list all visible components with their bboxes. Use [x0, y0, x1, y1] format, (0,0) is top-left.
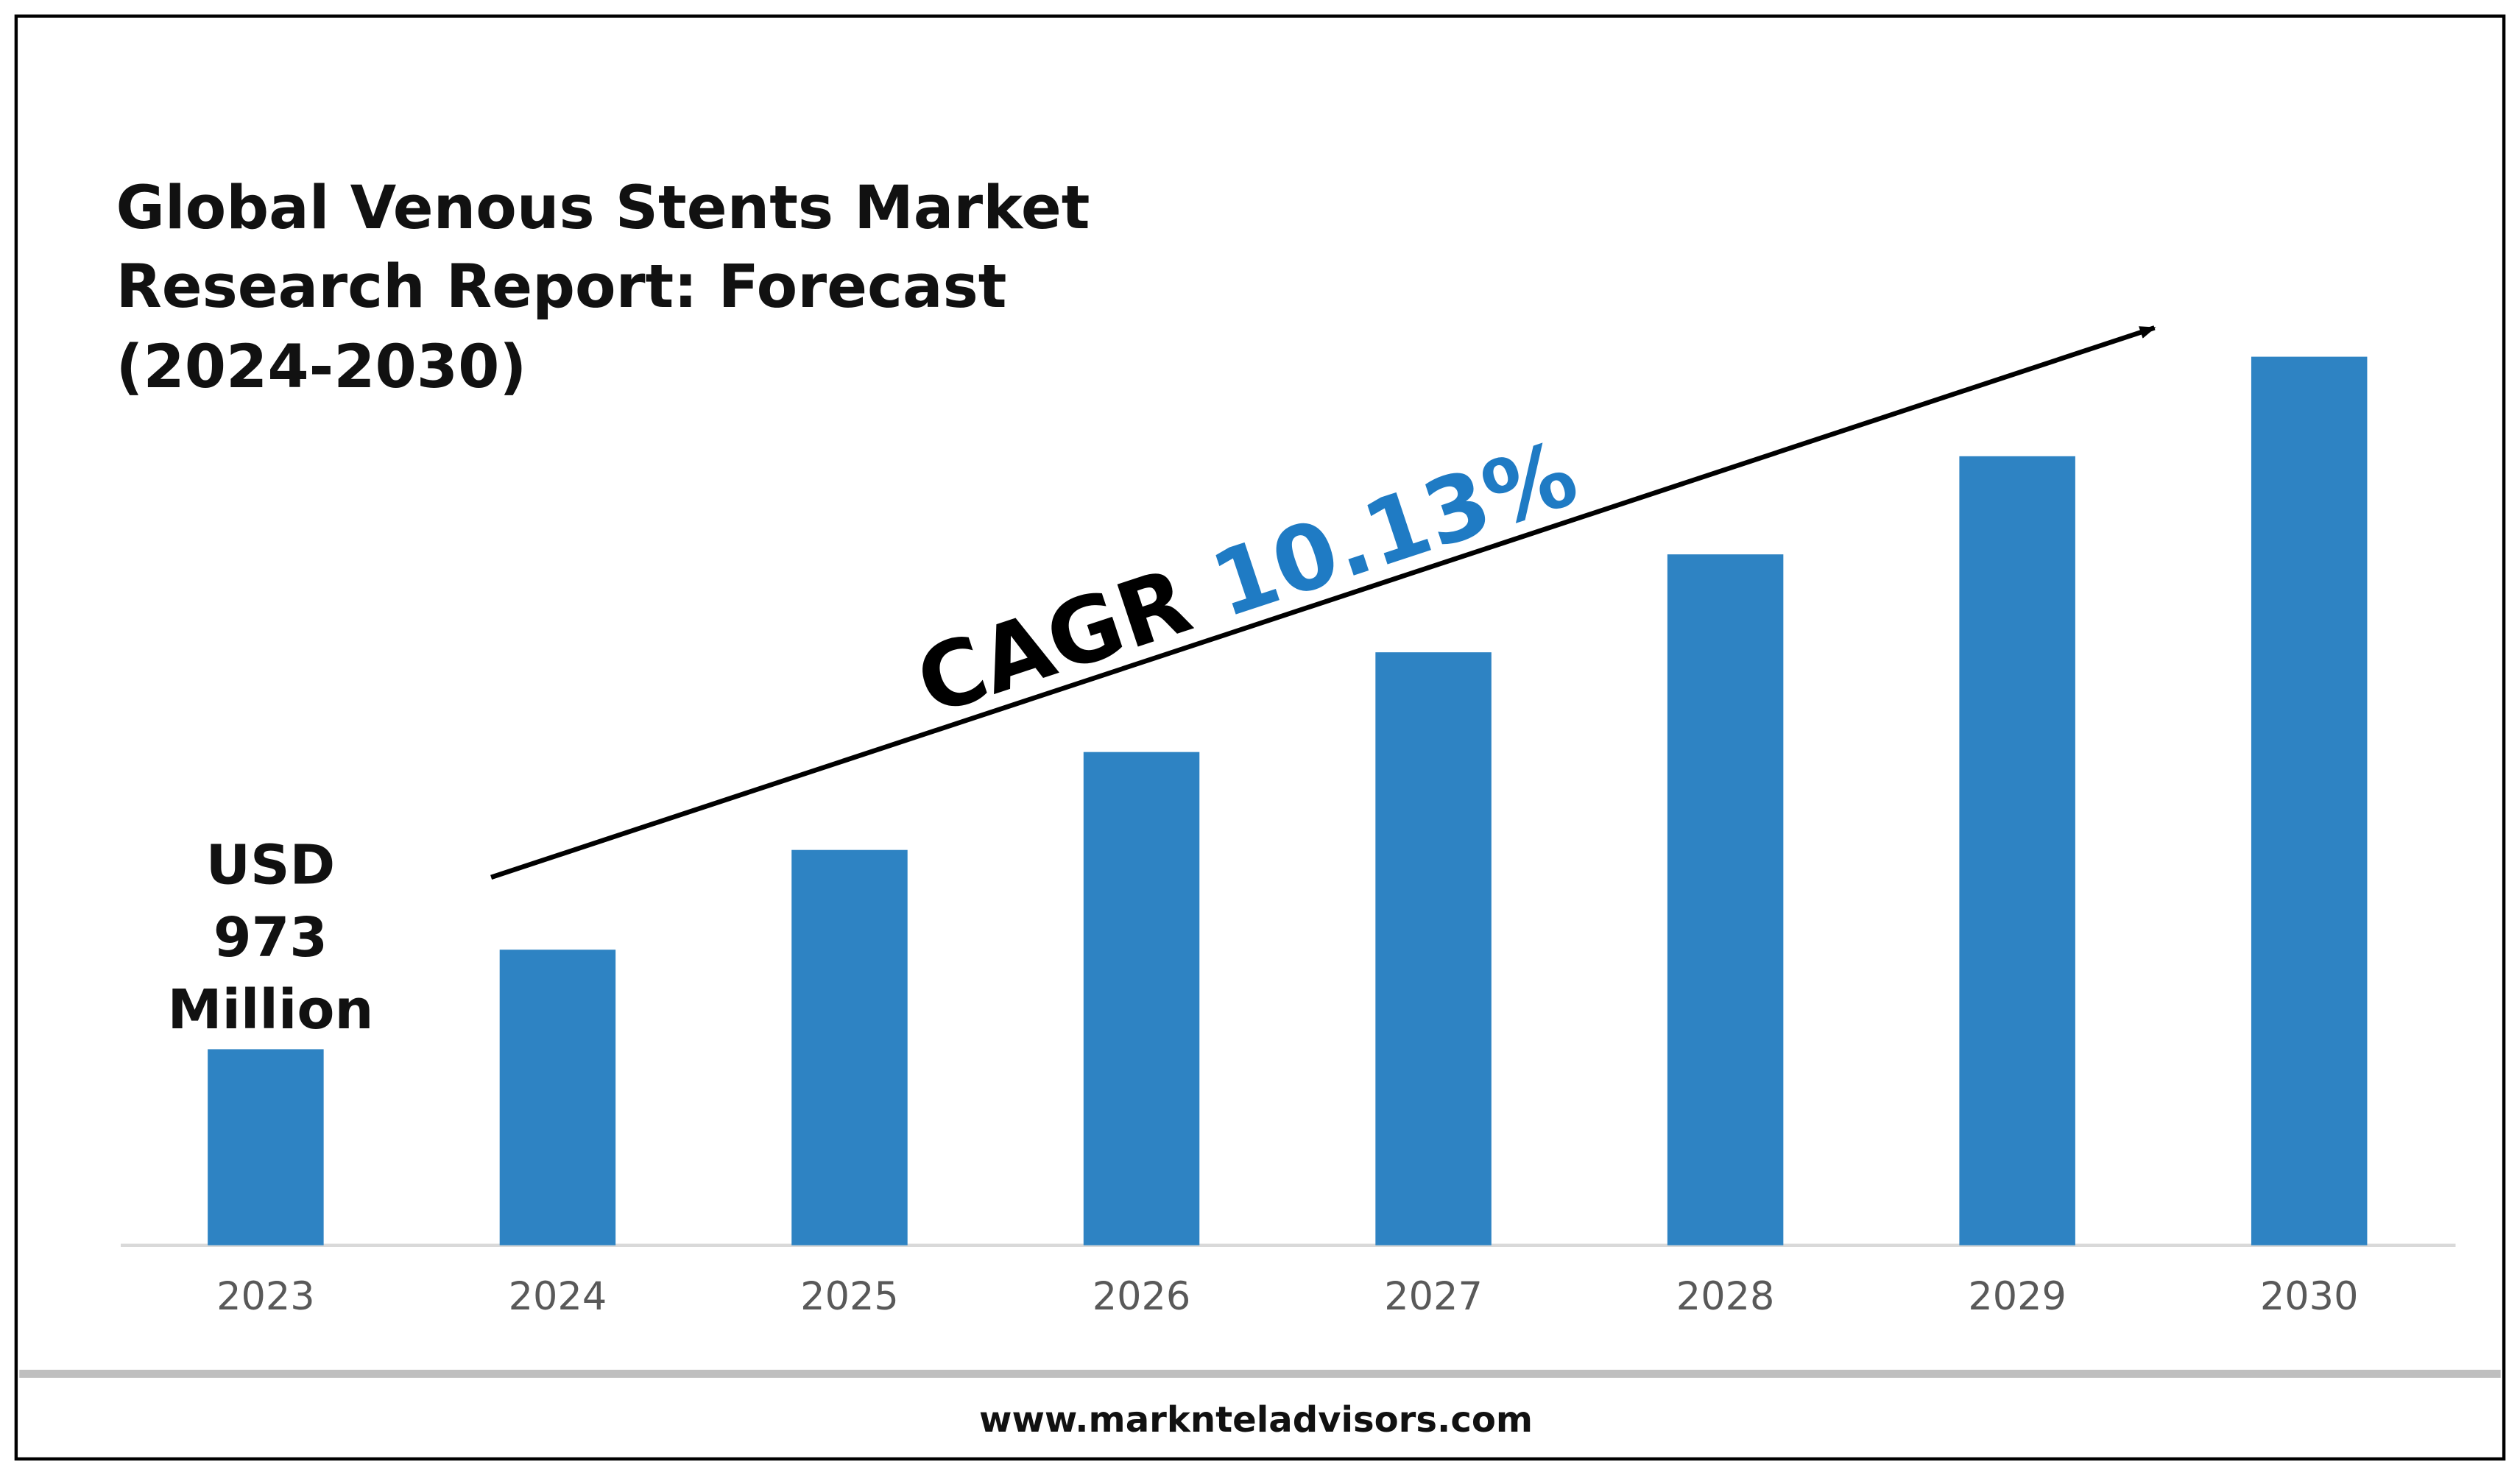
x-tick-label: 2028	[1676, 1274, 1775, 1319]
chart-title: Global Venous Stents Market	[116, 174, 1090, 243]
x-tick-label: 2030	[2260, 1274, 2359, 1319]
x-tick-label: 2026	[1093, 1274, 1191, 1319]
bar	[1667, 554, 1784, 1245]
bar	[1083, 752, 1200, 1245]
x-tick-label: 2024	[509, 1274, 607, 1319]
value-annotation: Million	[167, 978, 373, 1042]
bar	[208, 1049, 324, 1245]
bar	[2251, 356, 2368, 1245]
trend-arrow	[490, 325, 2156, 880]
bar	[499, 950, 616, 1245]
value-annotation: USD	[206, 833, 336, 897]
bar	[1959, 456, 2075, 1245]
x-tick-label: 2029	[1968, 1274, 2067, 1319]
value-annotation: 973	[213, 905, 328, 969]
chart-title: (2024-2030)	[116, 333, 526, 402]
bar	[1375, 652, 1492, 1245]
bar	[791, 849, 908, 1245]
x-tick-label: 2027	[1384, 1274, 1483, 1319]
frame	[14, 14, 2506, 1461]
chart-title: Research Report: Forecast	[116, 252, 1006, 322]
footer-url: www.marknteladvisors.com	[979, 1399, 1533, 1441]
x-tick-label: 2023	[216, 1274, 315, 1319]
x-tick-label: 2025	[800, 1274, 899, 1319]
